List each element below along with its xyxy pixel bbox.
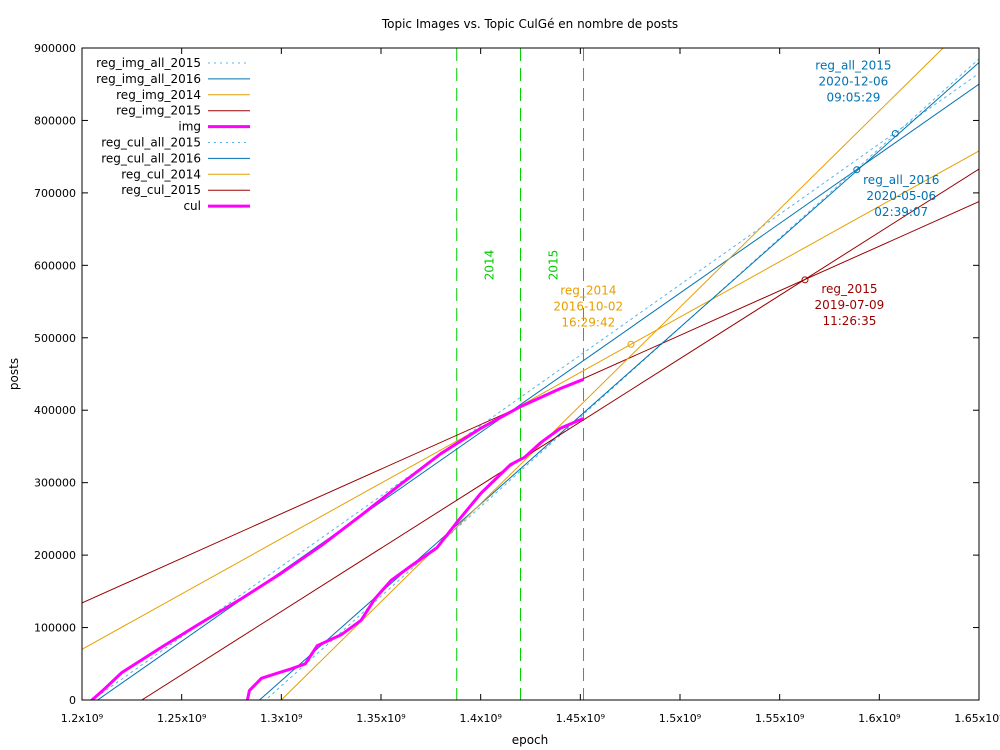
annotation-label-reg-2014: 16:29:42 bbox=[561, 315, 615, 329]
annotation-label-reg-all-2015: 09:05:29 bbox=[826, 91, 880, 105]
legend-label-reg-cul-2015: reg_cul_2015 bbox=[121, 183, 201, 197]
series-reg-cul-2015 bbox=[141, 168, 979, 700]
annotation-label-reg-all-2015: 2020-12-06 bbox=[819, 75, 889, 89]
y-tick-label: 0 bbox=[69, 694, 76, 707]
annotation-label-reg-all-2016: 02:39:07 bbox=[874, 205, 928, 219]
annotation-point-reg-all-2015 bbox=[891, 129, 899, 137]
y-tick-label: 400000 bbox=[34, 404, 76, 417]
x-tick-label: 1.6x10⁹ bbox=[858, 712, 900, 725]
plot-frame bbox=[81, 47, 980, 701]
marker-label-2015: 2015 bbox=[547, 250, 561, 281]
y-tick-label: 200000 bbox=[34, 549, 76, 562]
legend-label-reg-img-all-2015: reg_img_all_2015 bbox=[96, 56, 201, 70]
axis-ticks: 1.2x10⁹ 1.25x10⁹ 1.3x10⁹ 1.35x10⁹ 1.4x10⁹ 1.4… bbox=[34, 42, 1000, 725]
y-tick-label: 900000 bbox=[34, 42, 76, 55]
annotation-label-reg-all-2016: reg_all_2016 bbox=[863, 173, 939, 187]
x-tick-label: 1.4x10⁹ bbox=[459, 712, 501, 725]
x-axis-title: epoch bbox=[512, 733, 549, 747]
legend-label-cul: cul bbox=[183, 199, 201, 213]
y-tick-label: 300000 bbox=[34, 477, 76, 490]
annotation-point-reg-2015 bbox=[801, 276, 809, 284]
annotation-label-reg-2015: 11:26:35 bbox=[822, 314, 876, 328]
chart-title: Topic Images vs. Topic CulGé en nombre d… bbox=[381, 17, 678, 31]
legend-label-reg-img-all-2016: reg_img_all_2016 bbox=[96, 72, 201, 86]
legend: reg_img_all_2015 reg_img_all_2016 reg_img_… bbox=[96, 56, 250, 213]
y-tick-label: 700000 bbox=[34, 187, 76, 200]
y-tick-label: 500000 bbox=[34, 332, 76, 345]
x-tick-label: 1.25x10⁹ bbox=[157, 712, 206, 725]
x-tick-label: 1.3x10⁹ bbox=[260, 712, 302, 725]
legend-label-reg-cul-all-2015: reg_cul_all_2015 bbox=[101, 136, 201, 150]
series-reg-cul-all-2016 bbox=[258, 62, 979, 700]
annotation-label-reg-all-2015: reg_all_2015 bbox=[815, 59, 891, 73]
legend-label-img: img bbox=[178, 120, 201, 134]
x-tick-label: 1.55x10⁹ bbox=[755, 712, 804, 725]
x-tick-label: 1.65x10⁹ bbox=[954, 712, 1000, 725]
annotation-label-reg-all-2016: 2020-05-06 bbox=[866, 189, 936, 203]
annotation-label-reg-2015: reg_2015 bbox=[821, 282, 877, 296]
annotation-point-reg-all-2016 bbox=[853, 166, 861, 174]
annotation-label-reg-2014: 2016-10-02 bbox=[553, 299, 623, 313]
legend-label-reg-cul-2014: reg_cul_2014 bbox=[121, 167, 201, 181]
y-tick-label: 800000 bbox=[34, 114, 76, 127]
y-tick-label: 100000 bbox=[34, 622, 76, 635]
annotation-label-reg-2015: 2019-07-09 bbox=[815, 298, 885, 312]
series-reg-cul-2014 bbox=[280, 48, 944, 700]
x-tick-label: 1.45x10⁹ bbox=[556, 712, 605, 725]
legend-label-reg-img-2014: reg_img_2014 bbox=[116, 88, 201, 102]
marker-label-2014: 2014 bbox=[483, 250, 497, 281]
legend-label-reg-cul-all-2016: reg_cul_all_2016 bbox=[101, 151, 201, 165]
annotation-point-reg-2014 bbox=[627, 340, 635, 348]
annotations: reg_all_2015 2020-12-06 09:05:29 reg_all_20… bbox=[553, 59, 939, 348]
y-tick-label: 600000 bbox=[34, 259, 76, 272]
x-tick-label: 1.35x10⁹ bbox=[356, 712, 405, 725]
plot-area bbox=[82, 48, 979, 700]
annotation-label-reg-2014: reg_2014 bbox=[560, 283, 616, 297]
legend-label-reg-img-2015: reg_img_2015 bbox=[116, 104, 201, 118]
series-reg-img-all-2016 bbox=[96, 83, 979, 700]
series-reg-cul-all-2015 bbox=[264, 58, 979, 700]
x-tick-label: 1.2x10⁹ bbox=[61, 712, 103, 725]
y-axis-title: posts bbox=[7, 358, 21, 390]
series-cul bbox=[245, 417, 584, 700]
series-reg-img-2014 bbox=[82, 150, 979, 650]
x-tick-label: 1.5x10⁹ bbox=[659, 712, 701, 725]
series-img bbox=[90, 378, 584, 700]
